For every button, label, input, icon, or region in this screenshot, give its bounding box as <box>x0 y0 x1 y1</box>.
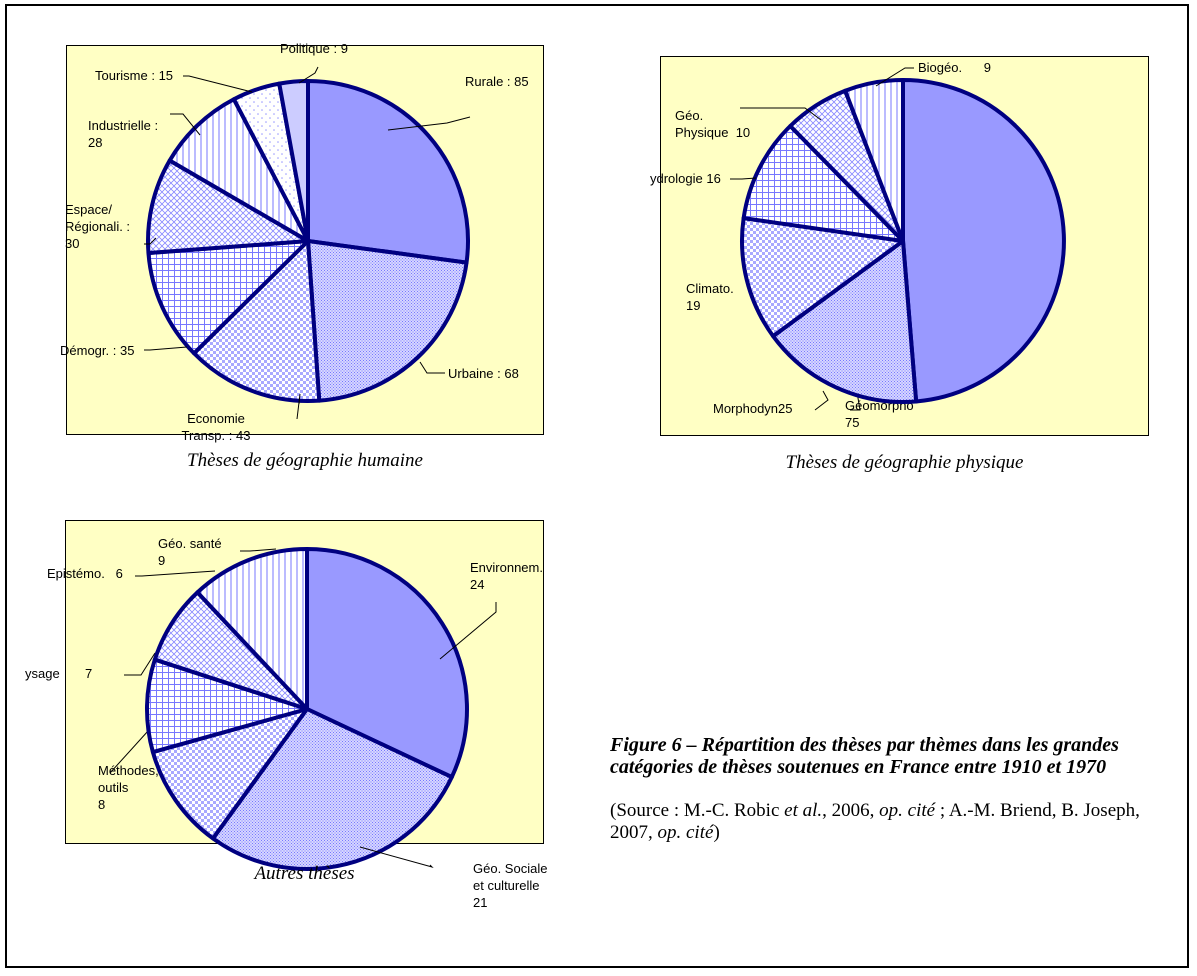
slice-label: Industrielle : <box>88 118 158 133</box>
slice-label: Transp. : 43 <box>182 428 251 443</box>
slice-label: Urbaine : 68 <box>448 366 519 381</box>
source-etal: et al. <box>784 800 823 821</box>
leader-line <box>296 393 301 420</box>
slice-label: Tourisme : 15 <box>95 68 173 83</box>
leader-line <box>814 390 829 411</box>
pie-slice <box>146 158 310 256</box>
pie-slice <box>195 547 309 711</box>
slice-label: 30 <box>65 236 79 251</box>
leader-line <box>135 570 216 577</box>
slice-label: 24 <box>470 577 484 592</box>
slice-label: ydrologie 16 <box>650 171 721 186</box>
leader-line <box>419 361 445 374</box>
leader-line <box>740 107 822 121</box>
slice-label: Rurale : 85 <box>465 74 529 89</box>
pie-slice <box>741 124 905 243</box>
source-suffix: ) <box>713 822 720 843</box>
pie-slice <box>192 239 322 403</box>
slice-label: ysage 7 <box>25 666 92 681</box>
pie-slice <box>901 78 1066 404</box>
source-mid2: ; A.-M. Briend, B. Joseph, 2007, <box>610 800 1140 843</box>
slice-label: Economie <box>187 411 245 426</box>
slice-label: 9 <box>158 553 165 568</box>
slice-label: Politique : 9 <box>280 41 348 56</box>
slice-label: Morphodyn25 <box>713 401 793 416</box>
pie-slice <box>305 547 469 780</box>
pie-slice <box>146 239 310 356</box>
caption-other: Autres thèses <box>254 863 355 884</box>
pie-slice <box>771 239 919 404</box>
pie-slice <box>306 239 469 403</box>
leader-line <box>359 846 434 868</box>
pie-slice <box>740 216 905 339</box>
pie-slice <box>843 78 905 243</box>
leader-line <box>439 602 497 660</box>
source-opcite-2: op. cité <box>657 822 714 843</box>
slice-label: Biogéo. 9 <box>918 60 991 75</box>
leader-line <box>730 177 757 180</box>
leader-line <box>170 113 201 136</box>
slice-label: 19 <box>686 298 700 313</box>
caption-physical: Thèses de géographie physique <box>785 452 1024 473</box>
slice-label: Géo. <box>675 108 703 123</box>
caption-human: Thèses de géographie humaine <box>187 450 423 471</box>
slice-label: Démogr. : 35 <box>60 343 134 358</box>
slice-label: Climato. <box>686 281 734 296</box>
leader-line <box>875 67 914 87</box>
leader-line <box>124 652 156 676</box>
figure-title: Figure 6 – Répartition des thèses par th… <box>610 734 1119 778</box>
pie-slice <box>306 79 470 265</box>
figure-source: (Source : M.-C. Robic et al., 2006, op. … <box>610 800 1185 844</box>
slice-label: Géo. santé <box>158 536 222 551</box>
leader-line <box>144 346 188 351</box>
leader-line <box>240 548 277 552</box>
pie-slice <box>210 707 454 871</box>
slice-label: Physique 10 <box>675 125 750 140</box>
leader-line <box>144 237 157 245</box>
slice-label: Régionali. : <box>65 219 130 234</box>
slice-label: 28 <box>88 135 102 150</box>
slice-label: Espace/ <box>65 202 112 217</box>
source-opcite-1: op. cité <box>879 800 936 821</box>
slice-label: 21 <box>473 895 487 910</box>
slice-label: et culturelle <box>473 878 539 893</box>
figure-frame <box>5 4 1189 968</box>
slice-label: Epistémo. 6 <box>47 566 123 581</box>
source-prefix: (Source : M.-C. Robic <box>610 800 785 821</box>
slice-label: 75 <box>845 415 859 430</box>
slice-label: 8 <box>98 797 105 812</box>
slice-label: outils <box>98 780 129 795</box>
leader-line <box>183 75 253 93</box>
leader-line <box>298 66 319 84</box>
slice-label: Environnem. <box>470 560 543 575</box>
slice-label: Géo. Sociale <box>473 861 547 876</box>
leader-line <box>387 116 471 131</box>
pie-slice <box>277 78 310 243</box>
source-mid1: , 2006, <box>822 800 880 821</box>
slice-label: Méthodes, <box>98 763 159 778</box>
